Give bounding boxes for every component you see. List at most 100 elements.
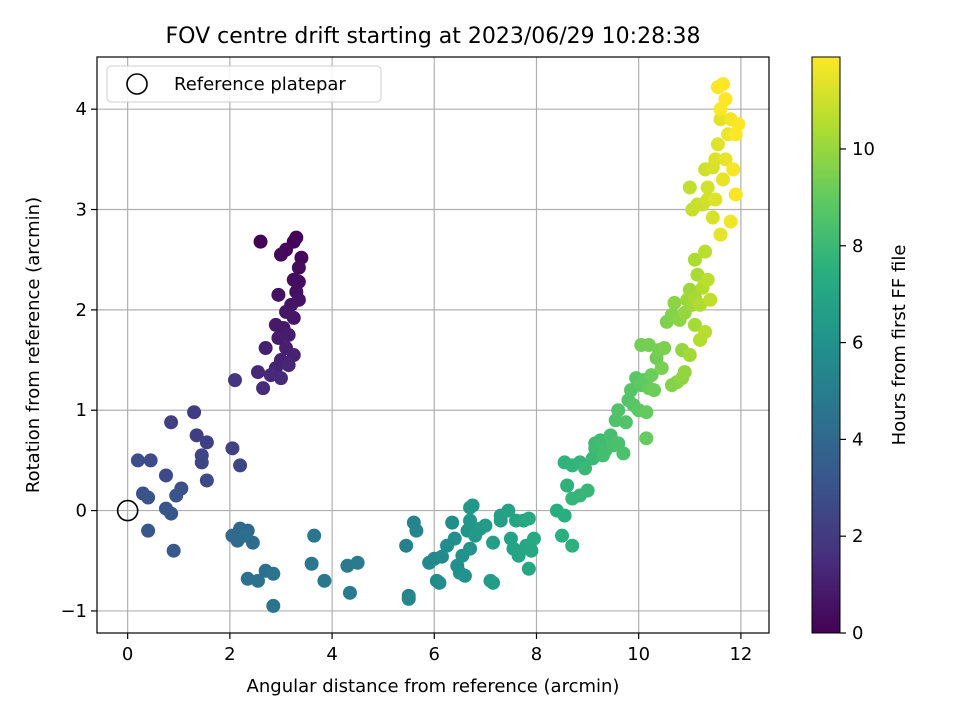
data-point	[281, 358, 296, 373]
data-point	[710, 137, 725, 152]
colorbar-gradient	[811, 56, 841, 634]
data-point	[158, 468, 173, 483]
colorbar-tick-label: 2	[852, 526, 863, 547]
data-point	[434, 549, 449, 564]
data-point	[647, 383, 662, 398]
data-point	[273, 247, 288, 262]
data-point	[463, 541, 478, 556]
data-point	[698, 244, 713, 259]
y-tick-label: 1	[76, 400, 87, 421]
data-point	[521, 511, 536, 526]
data-point	[526, 531, 541, 546]
data-point	[304, 556, 319, 571]
data-point	[718, 152, 733, 167]
data-point	[271, 287, 286, 302]
data-point	[399, 538, 414, 553]
data-point	[225, 441, 240, 456]
x-axis-label: Angular distance from reference (arcmin)	[247, 676, 620, 697]
data-point	[501, 503, 516, 518]
data-point	[256, 381, 271, 396]
colorbar-tick-label: 6	[852, 333, 863, 354]
plot-frame	[96, 56, 770, 634]
data-point	[705, 210, 720, 225]
data-point	[463, 513, 478, 528]
data-point	[253, 234, 268, 249]
x-tick-label: 12	[729, 644, 752, 665]
data-point	[557, 508, 572, 523]
data-point	[639, 431, 654, 446]
data-point	[708, 192, 723, 207]
data-point	[700, 272, 715, 287]
data-point	[457, 568, 472, 583]
data-point	[266, 598, 281, 613]
legend-box	[106, 65, 382, 103]
x-tick-label: 2	[224, 644, 235, 665]
data-point	[143, 453, 158, 468]
data-point	[166, 543, 181, 558]
data-point	[266, 566, 281, 581]
data-point	[657, 341, 672, 356]
data-point	[432, 575, 447, 590]
colorbar-label: Hours from first FF file	[889, 245, 910, 446]
data-point	[164, 506, 179, 521]
data-point	[667, 295, 682, 310]
data-point	[580, 483, 595, 498]
data-point	[698, 324, 713, 339]
chart-title: FOV centre drift starting at 2023/06/29 …	[166, 24, 701, 49]
data-point	[703, 292, 718, 307]
data-point	[555, 528, 570, 543]
data-point	[713, 102, 728, 117]
data-point	[238, 528, 253, 543]
data-point	[728, 187, 743, 202]
data-point	[350, 555, 365, 570]
data-point	[478, 518, 493, 533]
data-point	[271, 330, 286, 345]
data-point	[708, 152, 723, 167]
data-point	[286, 310, 301, 325]
data-point	[187, 405, 202, 420]
data-point	[726, 162, 741, 177]
data-point	[616, 446, 631, 461]
colorbar-ticks: 0 2 4 6 8 10	[840, 139, 875, 644]
data-point	[463, 500, 478, 515]
y-tick-label: −1	[60, 601, 87, 622]
y-axis-label: Rotation from reference (arcmin)	[23, 197, 44, 493]
data-point	[233, 458, 248, 473]
x-tick-label: 10	[627, 644, 650, 665]
data-point	[713, 227, 728, 242]
data-point	[677, 365, 692, 380]
data-point	[716, 77, 731, 92]
reference-point	[116, 499, 139, 522]
data-point	[611, 403, 626, 418]
data-point	[258, 341, 273, 356]
data-point	[618, 415, 633, 430]
data-point	[731, 117, 746, 132]
data-point	[409, 523, 424, 538]
x-tick-label: 6	[429, 644, 440, 665]
data-point	[445, 515, 460, 530]
reference-marker	[116, 499, 139, 522]
data-point	[199, 435, 214, 450]
x-tick-label: 8	[531, 644, 542, 665]
data-point	[130, 453, 145, 468]
data-point	[639, 405, 654, 420]
data-point	[273, 371, 288, 386]
y-axis-ticks: −1 0 1 2 3 4	[60, 99, 97, 622]
x-tick-label: 0	[122, 644, 133, 665]
y-tick-label: 3	[76, 200, 87, 221]
data-point	[447, 531, 462, 546]
data-point	[524, 543, 539, 558]
data-point	[687, 317, 702, 332]
y-tick-label: 2	[76, 300, 87, 321]
data-point	[164, 415, 179, 430]
x-axis-ticks: 0 2 4 6 8 10 12	[122, 633, 752, 665]
data-point	[199, 473, 214, 488]
colorbar: 0 2 4 6 8 10 Hours from first FF file	[811, 56, 910, 644]
data-point	[560, 478, 575, 493]
data-point	[654, 361, 669, 376]
data-point	[700, 180, 715, 195]
colorbar-tick-label: 8	[852, 236, 863, 257]
data-point	[682, 180, 697, 195]
data-point	[401, 591, 416, 606]
scatter-points	[130, 77, 746, 613]
